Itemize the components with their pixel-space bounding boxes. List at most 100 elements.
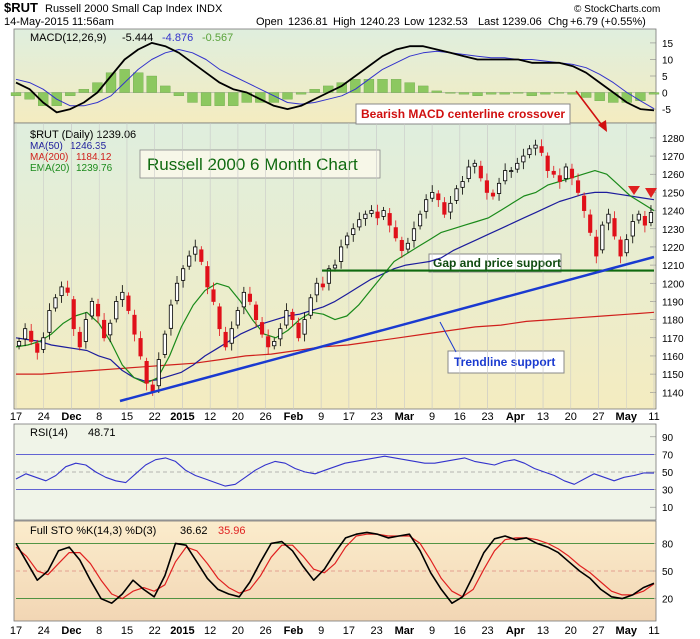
candle-body: [235, 310, 240, 326]
macd-value-3: -0.567: [202, 32, 233, 44]
candle-body: [272, 341, 277, 347]
x-axis-label: 16: [454, 411, 466, 423]
x-axis-label: 26: [260, 411, 272, 423]
candle-body: [405, 242, 410, 250]
candle-body: [411, 228, 417, 241]
macd-histogram-bar: [282, 92, 293, 100]
rsi-tick-label: 30: [662, 486, 674, 497]
sto-value-d: 35.96: [218, 525, 246, 537]
macd-histogram-bar: [553, 92, 565, 94]
macd-histogram-bar: [540, 92, 551, 95]
x-axis-label: 15: [121, 625, 133, 637]
macd-histogram-bar: [268, 92, 280, 103]
candle-body: [229, 328, 234, 344]
x-axis-label: 20: [565, 625, 577, 637]
candle-body: [59, 286, 64, 297]
candle-body: [260, 322, 265, 335]
legend-ema20: EMA(20): [30, 163, 69, 174]
x-axis-label: 23: [481, 411, 493, 423]
price-tick-label: 1240: [662, 207, 685, 218]
x-axis-label: 13: [537, 411, 549, 423]
x-axis-label: Dec: [61, 625, 81, 637]
macd-histogram-bar: [10, 92, 22, 96]
rsi-tick-label: 50: [662, 468, 674, 479]
x-axis-label: 24: [38, 411, 50, 423]
price-tick-label: 1270: [662, 152, 685, 163]
candle-body: [569, 168, 575, 179]
macd-histogram-bar: [214, 92, 225, 106]
x-axis-label: 22: [149, 625, 161, 637]
macd-histogram-bar: [499, 92, 510, 95]
x-axis-label: Feb: [284, 411, 304, 423]
macd-tick-label: -5: [662, 105, 671, 116]
candle-body: [618, 239, 623, 257]
x-axis-label: 23: [481, 625, 493, 637]
candle-body: [266, 336, 271, 348]
x-axis-label: 2015: [170, 411, 194, 423]
x-axis-label: 27: [592, 411, 604, 423]
macd-histogram-bar: [133, 72, 144, 93]
candle-body: [448, 202, 453, 213]
candle-body: [478, 165, 483, 179]
price-tick-label: 1220: [662, 243, 685, 254]
price-tick-label: 1230: [662, 225, 685, 236]
candle-body: [357, 219, 362, 228]
macd-histogram-bar: [160, 85, 171, 93]
macd-histogram-bar: [567, 92, 578, 95]
candle-body: [77, 331, 82, 348]
header-date: 14-May-2015 11:56am: [4, 16, 114, 28]
candle-body: [509, 170, 514, 173]
candle-body: [369, 210, 374, 214]
candle-body: [533, 144, 538, 149]
macd-tick-label: 0: [662, 89, 668, 100]
macd-tick-label: 10: [662, 55, 674, 66]
rsi-tick-label: 10: [662, 503, 674, 514]
macd-histogram-bar: [513, 92, 524, 94]
candle-body: [35, 343, 40, 353]
x-axis-label: 26: [260, 625, 272, 637]
x-axis-label: Dec: [61, 411, 81, 423]
candle-body: [320, 283, 325, 288]
candle-body: [460, 181, 465, 188]
x-axis-label: 8: [96, 411, 102, 423]
macd-value-1: -5.444: [122, 32, 153, 44]
candle-body: [278, 328, 283, 340]
candle-body: [648, 211, 654, 223]
candle-body: [65, 287, 70, 293]
legend-ma200: MA(200): [30, 152, 68, 163]
x-axis-label: 20: [232, 625, 244, 637]
header-exchange: INDX: [196, 3, 223, 15]
price-tick-label: 1200: [662, 279, 685, 290]
macd-tick-label: 5: [662, 72, 668, 83]
x-axis-label: 11: [648, 411, 659, 423]
price-tick-label: 1180: [662, 316, 684, 327]
sto-tick-label: 80: [662, 539, 674, 550]
macd-histogram-bar: [377, 79, 388, 93]
candle-body: [162, 333, 167, 355]
candle-body: [345, 235, 350, 246]
x-axis-label: 8: [96, 625, 102, 637]
candle-body: [339, 246, 344, 262]
annotation-trend-box: [447, 350, 565, 374]
macd-histogram-bar: [390, 79, 402, 93]
header-last: 1239.06: [502, 16, 542, 28]
candle-body: [387, 213, 392, 226]
ma50-line: [15, 191, 655, 382]
candle-body: [211, 289, 216, 302]
x-axis-label: 2015: [170, 625, 194, 637]
price-tick-label: 1280: [662, 134, 685, 145]
candle-body: [83, 319, 88, 342]
rsi-label: RSI(14): [30, 427, 68, 439]
macd-histogram-bar: [635, 92, 646, 101]
candle-body: [466, 166, 471, 180]
candle-body: [223, 331, 228, 348]
candle-body: [326, 268, 331, 284]
price-tick-label: 1260: [662, 170, 685, 181]
header-last-label: Last: [478, 16, 499, 28]
price-tick-label: 1150: [662, 370, 684, 381]
candle-body: [563, 166, 568, 180]
price-tick-label: 1160: [662, 352, 684, 363]
sto-d-line: [15, 533, 655, 600]
macd-line: [15, 42, 655, 114]
sto-k-line: [15, 531, 655, 605]
